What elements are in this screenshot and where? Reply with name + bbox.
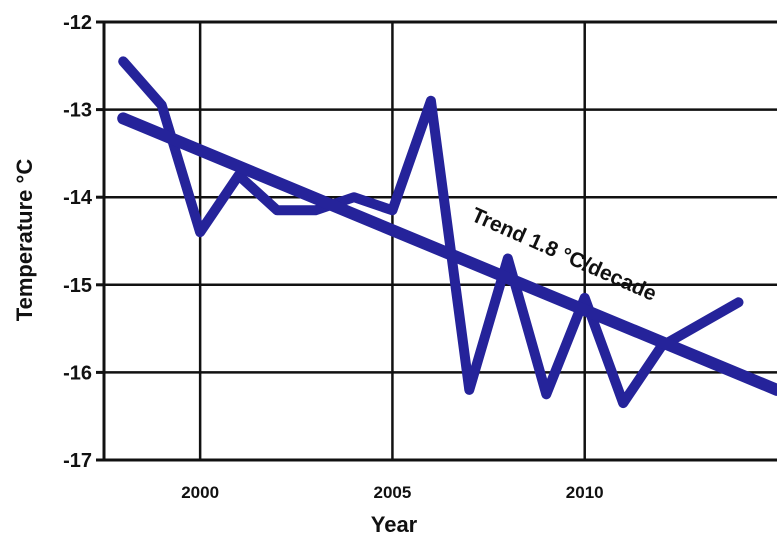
x-axis-title: Year: [371, 512, 418, 537]
x-tick-labels: 2000 2005 2010: [181, 483, 603, 502]
series: [117, 56, 777, 409]
x-tick-label: 2005: [374, 483, 412, 502]
y-tick-labels: -12 -13 -14 -15 -16 -17: [63, 12, 93, 472]
y-tick-label: -15: [63, 275, 92, 297]
y-tick-label: -16: [63, 362, 92, 384]
y-axis-title: Temperature °C: [12, 159, 37, 322]
trend-line: [117, 112, 777, 396]
y-tick-label: -12: [63, 12, 92, 34]
x-tick-label: 2000: [181, 483, 219, 502]
x-tick-label: 2010: [566, 483, 604, 502]
y-tick-label: -13: [63, 100, 92, 122]
temperature-line: [118, 56, 744, 409]
y-tick-label: -17: [63, 450, 92, 472]
axes: [96, 20, 777, 462]
y-tick-label: -14: [63, 187, 93, 209]
grid: [104, 22, 777, 460]
